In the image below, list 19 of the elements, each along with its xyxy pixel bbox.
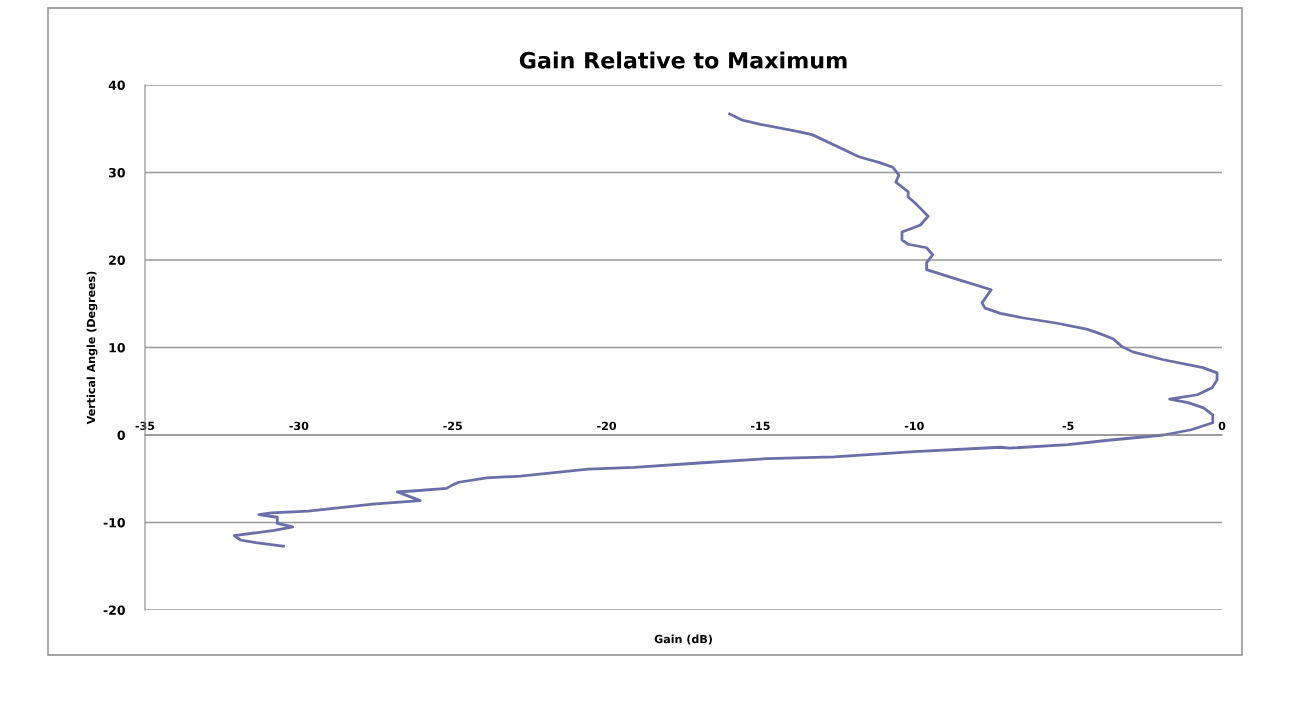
x-tick-label: -20 <box>597 421 617 431</box>
x-tick-label: 0 <box>1218 421 1226 431</box>
y-tick-label: 30 <box>109 167 125 178</box>
x-tick-label: -5 <box>1062 421 1074 431</box>
chart-title: Gain Relative to Maximum <box>519 51 847 69</box>
y-tick-label: 40 <box>108 80 125 90</box>
x-tick-label: -35 <box>135 421 155 431</box>
y-tick-label: 10 <box>109 342 125 353</box>
x-tick-label: -10 <box>904 421 924 431</box>
y-tick-label: -20 <box>103 605 125 615</box>
y-tick-label: 20 <box>109 255 125 265</box>
y-tick-label: 0 <box>117 430 125 440</box>
x-tick-label: -30 <box>289 421 309 431</box>
x-tick-label: -15 <box>750 421 770 431</box>
y-tick-label: -10 <box>103 517 125 528</box>
x-axis-title: Gain (dB) <box>654 634 712 645</box>
x-tick-label: -25 <box>443 421 462 431</box>
y-axis-title: Vertical Angle (Degrees) <box>86 271 98 425</box>
line-series <box>232 112 1219 548</box>
